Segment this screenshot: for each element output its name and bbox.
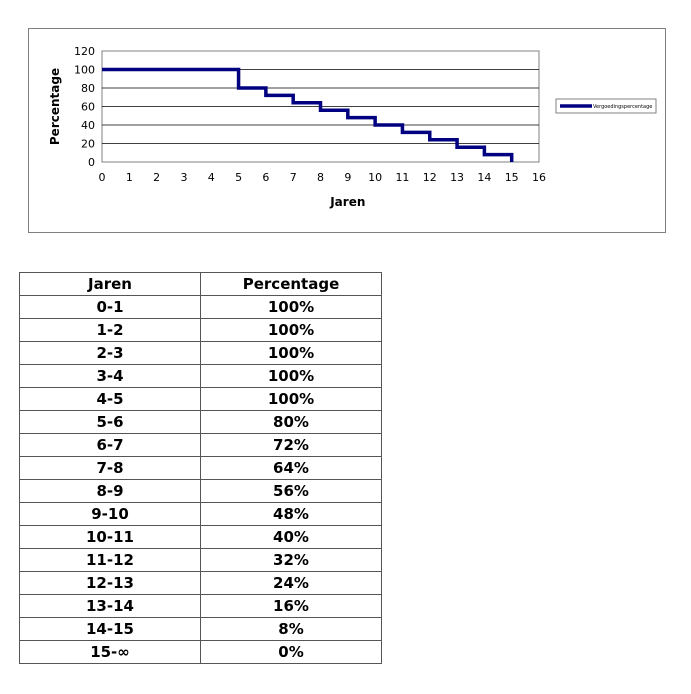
x-tick-label: 12 — [423, 171, 437, 184]
x-tick-label: 4 — [208, 171, 215, 184]
legend-box — [555, 98, 657, 114]
y-tick-label: 60 — [81, 101, 95, 114]
jaren-cell: 5-6 — [19, 410, 201, 434]
x-tick-label: 9 — [344, 171, 351, 184]
percentage-cell: 72% — [200, 433, 382, 457]
jaren-cell: 8-9 — [19, 479, 201, 503]
percentage-cell: 100% — [200, 295, 382, 319]
jaren-cell: 15-∞ — [19, 640, 201, 664]
table-header-row: Jaren Percentage — [19, 272, 382, 296]
table-body: 0-1 100% 1-2 100% 2-3 100% 3-4 100% 4-5 100% 5-6 80… — [19, 295, 382, 664]
percentage-cell: 24% — [200, 571, 382, 595]
table-row: 9-10 48% — [19, 502, 382, 526]
y-tick-label: 20 — [81, 138, 95, 151]
table-row: 1-2 100% — [19, 318, 382, 342]
x-tick-label: 5 — [235, 171, 242, 184]
x-tick-label: 1 — [126, 171, 133, 184]
x-tick-label: 11 — [395, 171, 409, 184]
table-row: 10-11 40% — [19, 525, 382, 549]
jaren-cell: 2-3 — [19, 341, 201, 365]
table-row: 15-∞ 0% — [19, 640, 382, 664]
percentage-cell: 8% — [200, 617, 382, 641]
x-tick-label: 7 — [290, 171, 297, 184]
jaren-cell: 9-10 — [19, 502, 201, 526]
x-tick-label: 16 — [532, 171, 546, 184]
x-tick-label: 14 — [477, 171, 491, 184]
jaren-cell: 1-2 — [19, 318, 201, 342]
percentage-cell: 40% — [200, 525, 382, 549]
percentage-cell: 100% — [200, 364, 382, 388]
series-line — [102, 67, 514, 162]
header-jaren: Jaren — [19, 272, 201, 296]
table-row: 13-14 16% — [19, 594, 382, 618]
jaren-cell: 3-4 — [19, 364, 201, 388]
y-tick-label: 0 — [88, 156, 95, 169]
chart-frame: 0 20 40 60 80 100 120 0 1 2 3 4 5 6 7 8 9 10 11 12 13 14 15 16 J… — [28, 28, 666, 233]
data-table: Jaren Percentage 0-1 100% 1-2 100% 2-3 100% 3-… — [19, 272, 382, 664]
jaren-cell: 14-15 — [19, 617, 201, 641]
table-row: 3-4 100% — [19, 364, 382, 388]
y-tick-label: 80 — [81, 82, 95, 95]
table-row: 4-5 100% — [19, 387, 382, 411]
jaren-cell: 12-13 — [19, 571, 201, 595]
y-tick-label: 40 — [81, 119, 95, 132]
percentage-cell: 80% — [200, 410, 382, 434]
table-row: 7-8 64% — [19, 456, 382, 480]
header-percentage: Percentage — [200, 272, 382, 296]
jaren-cell: 6-7 — [19, 433, 201, 457]
percentage-cell: 48% — [200, 502, 382, 526]
x-tick-label: 15 — [505, 171, 519, 184]
x-tick-label: 3 — [180, 171, 187, 184]
x-tick-label: 6 — [262, 171, 269, 184]
percentage-cell: 56% — [200, 479, 382, 503]
table-row: 12-13 24% — [19, 571, 382, 595]
x-tick-label: 0 — [99, 171, 106, 184]
x-axis-title: Jaren — [329, 195, 365, 209]
table-row: 2-3 100% — [19, 341, 382, 365]
jaren-cell: 10-11 — [19, 525, 201, 549]
y-axis-title: Percentage — [48, 68, 62, 145]
percentage-cell: 100% — [200, 318, 382, 342]
table-row: 5-6 80% — [19, 410, 382, 434]
table-row: 6-7 72% — [19, 433, 382, 457]
jaren-cell: 13-14 — [19, 594, 201, 618]
percentage-cell: 32% — [200, 548, 382, 572]
table-row: 8-9 56% — [19, 479, 382, 503]
table-row: 11-12 32% — [19, 548, 382, 572]
x-tick-label: 2 — [153, 171, 160, 184]
jaren-cell: 11-12 — [19, 548, 201, 572]
x-tick-label: 13 — [450, 171, 464, 184]
y-tick-label: 120 — [74, 45, 95, 58]
jaren-cell: 7-8 — [19, 456, 201, 480]
percentage-cell: 100% — [200, 387, 382, 411]
percentage-cell: 100% — [200, 341, 382, 365]
legend-label: Vergoedingspercentage — [593, 104, 652, 110]
percentage-cell: 64% — [200, 456, 382, 480]
jaren-cell: 0-1 — [19, 295, 201, 319]
jaren-cell: 4-5 — [19, 387, 201, 411]
y-tick-label: 100 — [74, 64, 95, 77]
table-row: 0-1 100% — [19, 295, 382, 319]
x-tick-label: 10 — [368, 171, 382, 184]
percentage-cell: 0% — [200, 640, 382, 664]
percentage-cell: 16% — [200, 594, 382, 618]
table-row: 14-15 8% — [19, 617, 382, 641]
x-tick-label: 8 — [317, 171, 324, 184]
